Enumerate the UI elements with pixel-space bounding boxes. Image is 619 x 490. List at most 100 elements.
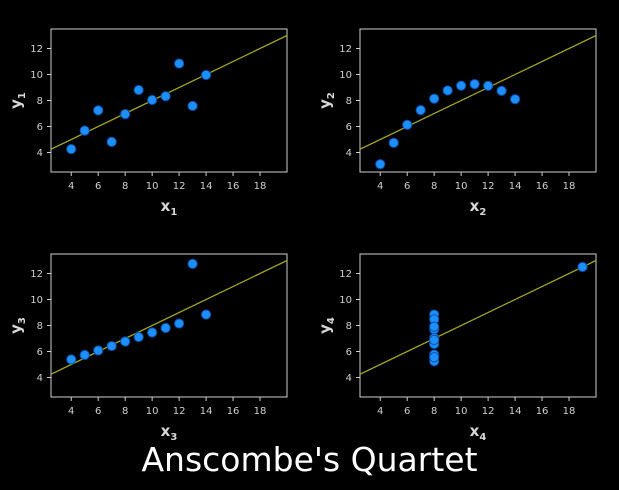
panel-1: 4 6 8 10 12 14 16 18 4 6 8 10 12 x1 y1 [7, 28, 288, 218]
data-point [187, 258, 198, 269]
data-point [120, 336, 131, 347]
data-point [483, 80, 494, 91]
x-tick-label: 14 [509, 181, 522, 192]
x-tick-label: 10 [455, 181, 468, 192]
x-tick-label: 18 [563, 181, 576, 192]
y-tick-label: 8 [346, 321, 352, 332]
data-point [93, 105, 104, 116]
y-tick-label: 8 [37, 321, 43, 332]
x-axis-label: x4 [470, 422, 487, 440]
y-axis-label: y3 [7, 317, 28, 334]
y-tick-label: 6 [346, 122, 352, 133]
x-tick-label: 8 [431, 181, 437, 192]
y-tick-label: 12 [339, 44, 352, 55]
y-tick-label: 12 [339, 269, 352, 280]
fit-line-1 [51, 34, 287, 150]
x-axis-label: x2 [470, 197, 487, 218]
data-point [174, 318, 185, 329]
fit-line-3 [51, 259, 287, 375]
x-tick-label: 16 [536, 406, 549, 417]
x-tick-label: 14 [200, 181, 213, 192]
y-tick-label: 10 [339, 70, 352, 81]
data-point [442, 85, 453, 96]
x-tick-label: 4 [377, 406, 383, 417]
x-tick-label: 4 [377, 181, 383, 192]
data-point [120, 109, 131, 120]
x-tick-label: 16 [227, 181, 240, 192]
fit-line-2 [360, 34, 596, 150]
data-point [496, 85, 507, 96]
anscombe-charts: 4 6 8 10 12 14 16 18 4 6 8 10 12 x1 y1 4 6 8 10 12 14 16 18 4 6 8… [7, 28, 597, 440]
data-point [469, 79, 480, 90]
data-point [200, 69, 212, 81]
data-point [66, 144, 77, 155]
panel-3: 4 6 8 10 12 14 16 18 4 6 8 10 12 x3 y3 [7, 253, 288, 440]
x-tick-label: 8 [122, 406, 128, 417]
x-tick-label: 8 [431, 406, 437, 417]
data-point [93, 345, 104, 356]
data-point [429, 93, 440, 104]
data-point [375, 159, 386, 170]
y-axis-label: y2 [316, 92, 337, 109]
x-tick-label: 4 [68, 406, 74, 417]
plot-frame-4 [359, 253, 597, 398]
fit-line-4 [360, 259, 596, 375]
x-tick-label: 10 [146, 406, 159, 417]
x-axis-label: x3 [161, 422, 178, 440]
x-tick-label: 18 [254, 181, 267, 192]
data-point [429, 321, 440, 332]
y-tick-label: 4 [37, 148, 43, 159]
data-point [174, 58, 185, 69]
y-tick-label: 6 [346, 347, 352, 358]
data-point [79, 125, 90, 136]
data-point [106, 136, 117, 147]
y-tick-label: 12 [30, 269, 43, 280]
x-tick-label: 18 [563, 406, 576, 417]
x-tick-label: 12 [482, 406, 495, 417]
x-tick-label: 10 [146, 181, 159, 192]
x-tick-label: 8 [122, 181, 128, 192]
y-tick-label: 6 [37, 122, 43, 133]
y-axis-label: y4 [316, 317, 337, 334]
data-point [577, 261, 588, 273]
data-point [429, 334, 440, 346]
x-tick-label: 14 [200, 406, 213, 417]
data-point [402, 119, 413, 130]
y-tick-label: 4 [346, 373, 352, 384]
y-tick-label: 8 [37, 96, 43, 107]
data-point [147, 94, 158, 106]
y-tick-label: 12 [30, 44, 43, 55]
y-tick-label: 4 [346, 148, 352, 159]
panel-2: 4 6 8 10 12 14 16 18 4 6 8 10 12 x2 y2 [316, 28, 597, 218]
x-tick-label: 6 [404, 181, 410, 192]
data-point [160, 322, 171, 334]
y-tick-label: 4 [37, 373, 43, 384]
page-title: Anscombe's Quartet [141, 440, 478, 479]
y-tick-label: 10 [30, 70, 43, 81]
x-tick-label: 12 [482, 181, 495, 192]
plot-frame-1 [50, 28, 288, 173]
data-point [187, 100, 198, 112]
x-tick-label: 6 [95, 406, 101, 417]
x-tick-label: 18 [254, 406, 267, 417]
y-axis-label: y1 [7, 92, 28, 109]
x-tick-label: 12 [173, 406, 186, 417]
plot-frame-2 [359, 28, 597, 173]
x-tick-label: 4 [68, 181, 74, 192]
data-point [200, 309, 212, 320]
data-point [429, 352, 440, 363]
y-tick-label: 10 [30, 295, 43, 306]
x-axis-label: x1 [161, 197, 178, 218]
x-tick-label: 16 [227, 406, 240, 417]
data-point [133, 84, 144, 96]
data-point [133, 331, 144, 343]
data-point [147, 327, 158, 338]
x-tick-label: 16 [536, 181, 549, 192]
data-point [456, 80, 467, 91]
x-tick-label: 6 [95, 181, 101, 192]
x-tick-label: 10 [455, 406, 468, 417]
y-tick-label: 6 [37, 347, 43, 358]
data-point [388, 137, 399, 148]
y-tick-label: 8 [346, 96, 352, 107]
y-tick-label: 10 [339, 295, 352, 306]
